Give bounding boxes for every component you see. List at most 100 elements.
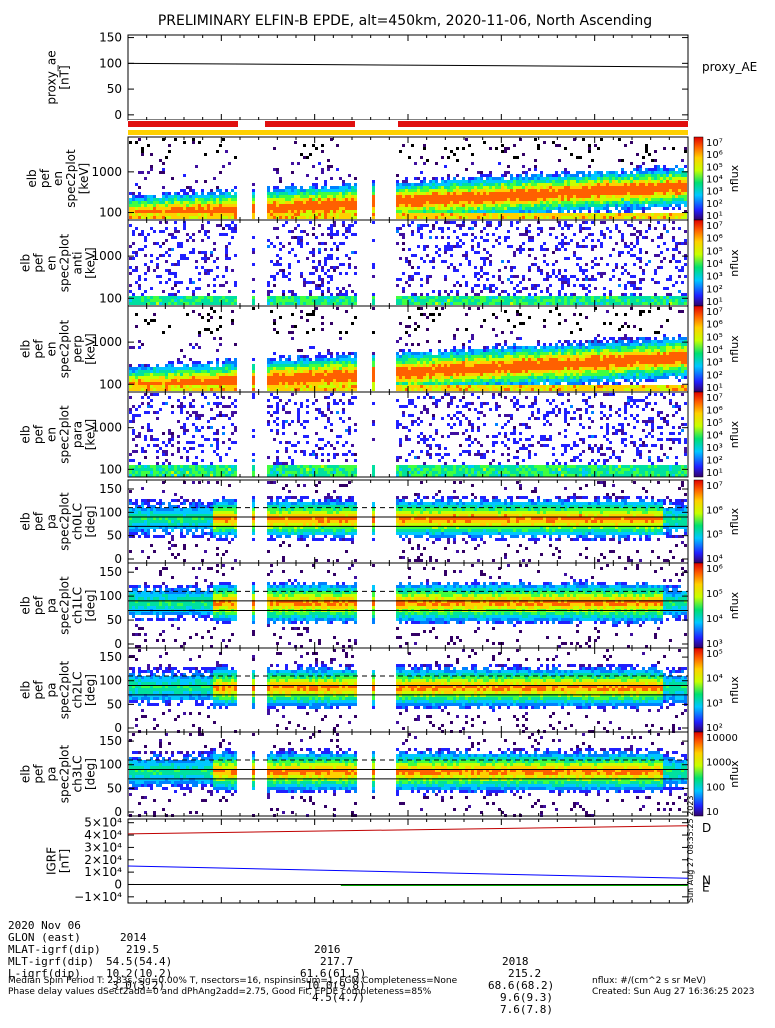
heat-cell	[222, 370, 225, 373]
heat-cell	[135, 299, 138, 302]
heat-cell	[225, 210, 228, 213]
heat-cell	[525, 216, 528, 219]
heat-cell	[471, 221, 474, 224]
heat-cell	[438, 216, 441, 219]
heat-cell	[447, 248, 450, 251]
heat-cell	[183, 382, 186, 385]
heat-cell	[339, 290, 342, 293]
heat-cell	[579, 299, 582, 302]
heat-cell	[291, 195, 294, 198]
heat-cell	[483, 239, 486, 242]
heat-cell	[276, 260, 279, 263]
heat-cell	[426, 358, 429, 361]
heat-cell	[195, 195, 198, 198]
heat-cell	[672, 296, 675, 299]
heat-cell	[417, 376, 420, 379]
heat-cell	[639, 278, 642, 281]
heat-cell	[306, 331, 309, 334]
heat-cell	[498, 216, 501, 219]
heat-cell	[174, 376, 177, 379]
heat-cell	[171, 385, 174, 388]
heat-cell	[156, 257, 159, 260]
heat-cell	[570, 224, 573, 227]
heat-cell	[492, 275, 495, 278]
heat-cell	[282, 192, 285, 195]
heat-cell	[330, 233, 333, 236]
heat-cell	[573, 204, 576, 207]
heat-cell	[429, 189, 432, 192]
heat-cell	[321, 281, 324, 284]
heat-cell	[138, 388, 141, 391]
heat-cell	[411, 254, 414, 257]
heat-cell	[162, 254, 165, 257]
heat-cell	[417, 245, 420, 248]
heat-cell	[399, 358, 402, 361]
heat-cell	[285, 216, 288, 219]
heat-cell	[585, 245, 588, 248]
heat-cell	[282, 290, 285, 293]
heat-cell	[459, 284, 462, 287]
heat-cell	[135, 281, 138, 284]
heat-cell	[309, 376, 312, 379]
heat-cell	[492, 210, 495, 213]
heat-cell	[609, 183, 612, 186]
heat-cell	[681, 183, 684, 186]
heat-cell	[207, 192, 210, 195]
heat-cell	[315, 201, 318, 204]
heat-cell	[582, 287, 585, 290]
heat-cell	[582, 239, 585, 242]
heat-cell	[483, 287, 486, 290]
heat-cell	[213, 195, 216, 198]
heat-cell	[180, 245, 183, 248]
heat-cell	[156, 379, 159, 382]
heat-cell	[684, 198, 687, 201]
heat-cell	[231, 379, 234, 382]
heat-cell	[543, 254, 546, 257]
heat-cell	[300, 385, 303, 388]
heat-cell	[528, 192, 531, 195]
heat-cell	[624, 242, 627, 245]
heat-cell	[603, 302, 606, 305]
heat-cell	[315, 207, 318, 210]
heat-cell	[291, 230, 294, 233]
heat-cell	[426, 316, 429, 319]
heat-cell	[468, 260, 471, 263]
heat-cell	[177, 379, 180, 382]
heat-cell	[603, 216, 606, 219]
heat-cell	[420, 210, 423, 213]
heat-cell	[207, 257, 210, 260]
heat-cell	[225, 248, 228, 251]
heat-cell	[189, 210, 192, 213]
ylabel-en_2: pef	[32, 253, 46, 273]
heat-cell	[324, 299, 327, 302]
ylabel-en_2: elb	[19, 254, 33, 272]
heat-cell	[681, 281, 684, 284]
heat-cell	[372, 296, 375, 299]
heat-cell	[219, 343, 222, 346]
heat-cell	[207, 299, 210, 302]
heat-cell	[342, 379, 345, 382]
heat-cell	[282, 385, 285, 388]
heat-cell	[594, 207, 597, 210]
heat-cell	[285, 195, 288, 198]
heat-cell	[588, 296, 591, 299]
heat-cell	[192, 364, 195, 367]
heat-cell	[189, 251, 192, 254]
heat-cell	[219, 210, 222, 213]
heat-cell	[138, 284, 141, 287]
heat-cell	[372, 385, 375, 388]
heat-cell	[537, 201, 540, 204]
heat-cell	[276, 364, 279, 367]
heat-cell	[339, 216, 342, 219]
heat-cell	[315, 376, 318, 379]
heat-cell	[294, 293, 297, 296]
heat-cell	[195, 201, 198, 204]
heat-cell	[336, 248, 339, 251]
heat-cell	[231, 189, 234, 192]
colorbar-en_1	[694, 137, 703, 220]
heat-cell	[411, 144, 414, 147]
heat-cell	[546, 302, 549, 305]
heat-cell	[129, 266, 132, 269]
heat-cell	[672, 299, 675, 302]
heat-cell	[636, 189, 639, 192]
